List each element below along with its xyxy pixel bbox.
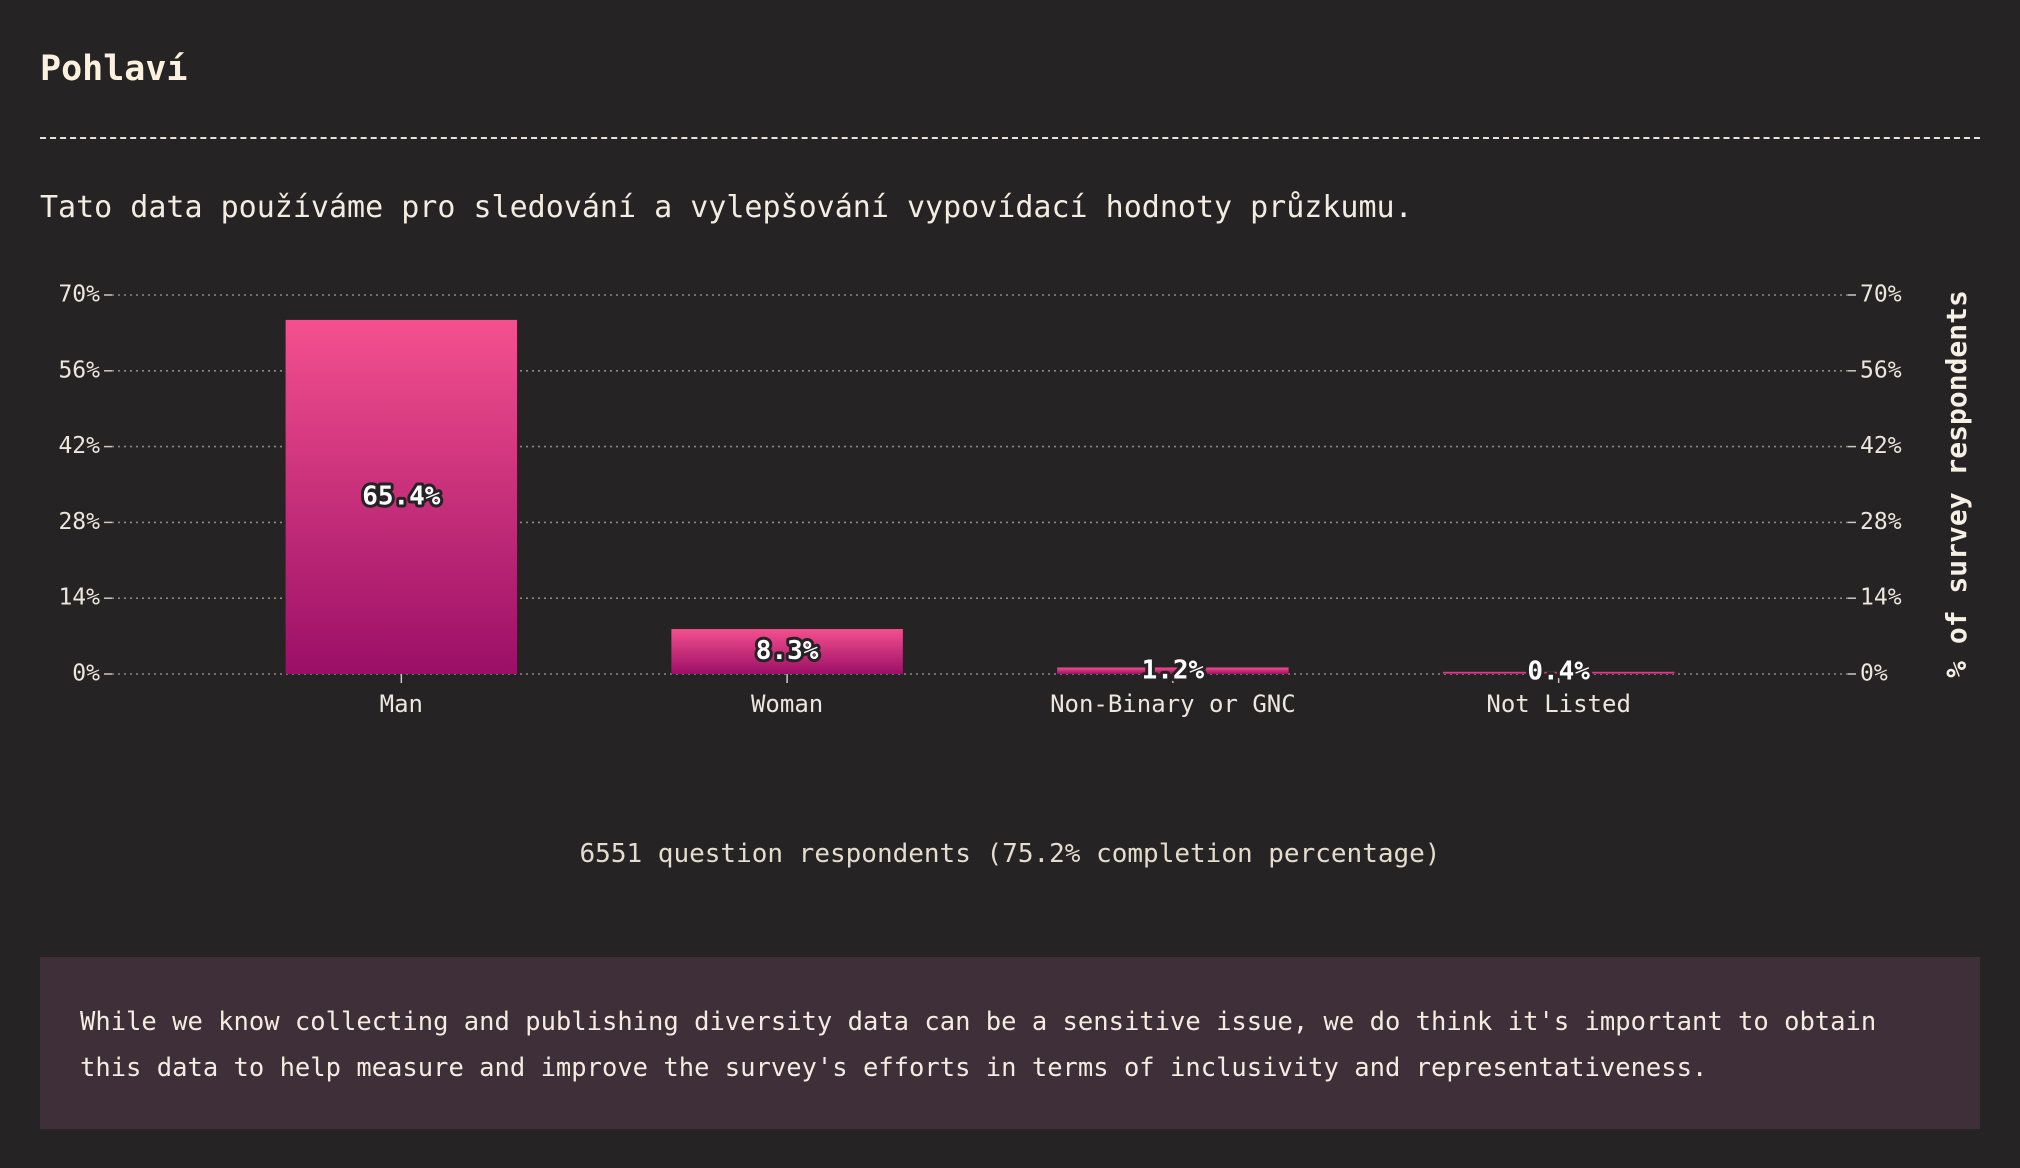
diversity-note: While we know collecting and publishing … [40,957,1980,1129]
x-tick-label: Not Listed [1486,690,1631,718]
data-label: 0.4% [1527,657,1590,687]
gender-bar-chart: 0% 0% 14% 14% 28% 28% 42% 42% 56% 56% 70% 70% Man 65… [0,0,2020,800]
y-tick-label-right: 28% [1860,509,1902,535]
x-tick-label: Man [380,690,423,718]
y-tick-label-right: 0% [1860,661,1888,687]
y-tick-label-right: 56% [1860,357,1902,383]
data-label: 1.2% [1142,655,1205,685]
x-tick-label: Woman [751,690,823,718]
y-tick-label-left: 70% [58,282,100,308]
y-tick-label-left: 42% [58,433,100,459]
y-axis-title: % of survey respondents [1940,290,1973,678]
data-label: 8.3% [756,636,819,666]
y-tick-label-right: 70% [1860,282,1902,308]
y-tick-label-right: 42% [1860,433,1902,459]
x-tick-label: Non-Binary or GNC [1050,690,1296,718]
data-label: 65.4% [362,481,441,511]
y-tick-label-left: 0% [72,661,100,687]
diversity-note-text: While we know collecting and publishing … [80,999,1940,1091]
y-tick-label-right: 14% [1860,585,1902,611]
y-tick-label-left: 28% [58,509,100,535]
y-tick-label-left: 14% [58,585,100,611]
y-tick-label-left: 56% [58,357,100,383]
respondents-count: 6551 question respondents (75.2% complet… [0,836,2020,872]
